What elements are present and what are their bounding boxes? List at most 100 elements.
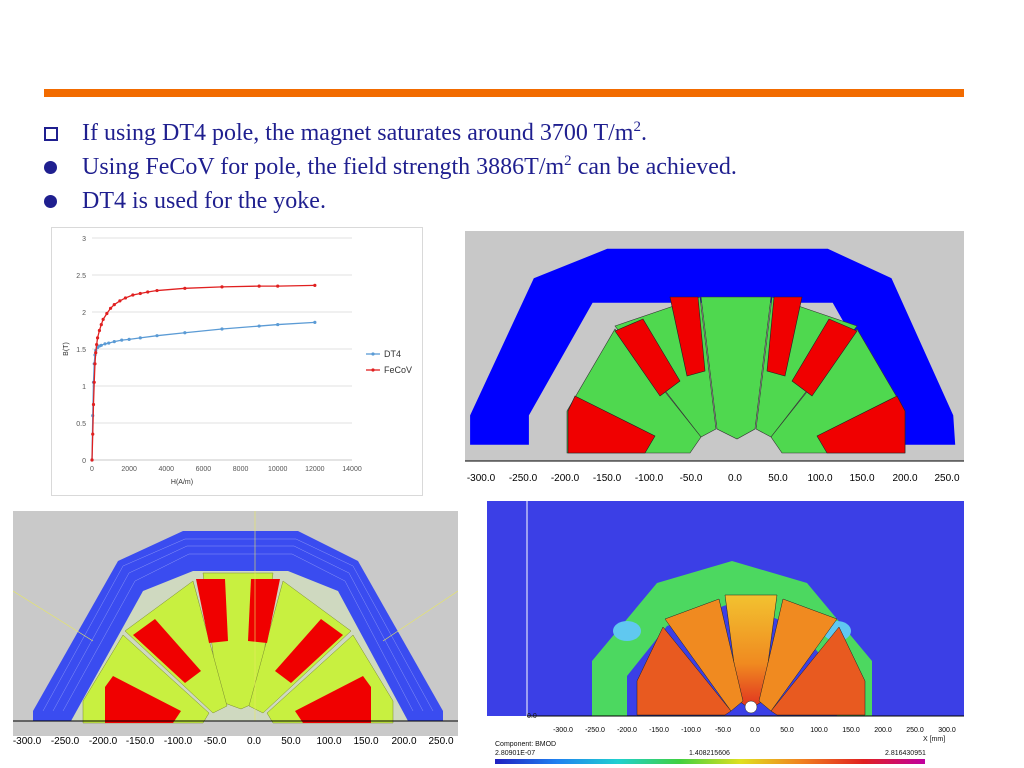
- flux-lines-plot: [12, 511, 459, 736]
- x-tick-label: -300.0: [12, 736, 42, 747]
- x-tick-label: 2000: [121, 466, 137, 473]
- data-point-dt4: [220, 327, 224, 331]
- x-tick-label: 50.0: [281, 736, 301, 747]
- x-tick-label: -200.0: [617, 727, 637, 734]
- data-point-dt4: [257, 324, 261, 328]
- x-tick-label: 8000: [233, 466, 249, 473]
- bullet-list: If using DT4 pole, the magnet saturates …: [44, 116, 984, 218]
- data-point-fecov: [91, 432, 95, 436]
- coil: [614, 318, 681, 397]
- bmod-field-plot: [487, 501, 964, 717]
- bullet-1-text: If using DT4 pole, the magnet saturates …: [82, 120, 634, 146]
- y-tick-label: 2: [82, 310, 86, 317]
- x-axis-label: H(A/m): [171, 479, 193, 486]
- data-point-fecov: [99, 322, 103, 327]
- coil: [791, 318, 858, 397]
- y-tick-label: 2.5: [76, 273, 86, 280]
- x-tick-label: -300.0: [466, 473, 496, 484]
- legend-label-dt4: DT4: [384, 349, 401, 359]
- bullet-2: Using FeCoV for pole, the field strength…: [44, 150, 984, 184]
- coil: [816, 395, 906, 454]
- bmod-field-panel: 0.0 -300.0 -250.0 -200.0 -150.0 -100.0 -…: [487, 501, 964, 768]
- data-point-fecov: [101, 317, 105, 321]
- y-axis-zero-label: 0.0: [527, 713, 537, 720]
- coil: [105, 676, 181, 723]
- x-axis-top-right: -300.0 -250.0 -200.0 -150.0 -100.0 -50.0…: [465, 473, 964, 487]
- x-tick-label: 0: [90, 466, 94, 473]
- data-point-fecov: [257, 284, 261, 288]
- square-bullet-icon: [44, 127, 58, 141]
- x-tick-label: -50.0: [203, 736, 227, 747]
- x-tick-label: -300.0: [553, 727, 573, 734]
- data-point-fecov: [123, 296, 128, 300]
- coil: [196, 579, 228, 643]
- x-tick-label: -150.0: [592, 473, 622, 484]
- data-point-dt4: [183, 331, 187, 335]
- x-tick-label: -250.0: [508, 473, 538, 484]
- scale-mid-label: 1.408215606: [689, 750, 730, 757]
- coil: [669, 296, 706, 377]
- x-tick-label: 6000: [196, 466, 212, 473]
- x-tick-label: -150.0: [125, 736, 155, 747]
- data-point-fecov: [112, 303, 116, 307]
- accent-bar: [44, 89, 964, 97]
- data-point-dt4: [120, 338, 124, 342]
- data-point-fecov: [90, 458, 94, 462]
- legend-marker-dt4: [371, 352, 375, 356]
- x-tick-label: 200.0: [892, 473, 918, 484]
- data-point-fecov: [94, 351, 98, 355]
- bh-chart: 0 0.5 1 1.5 2 2.5 3 0 2000 4000 6000 8000 10000 12000…: [63, 236, 412, 486]
- data-point-fecov: [118, 299, 122, 303]
- coil: [133, 619, 201, 683]
- legend-label-fecov: FeCoV: [384, 365, 412, 375]
- x-tick-label: 100.0: [810, 727, 828, 734]
- scale-min-label: 2.80901E-07: [495, 750, 536, 757]
- x-tick-label: -200.0: [550, 473, 580, 484]
- data-point-dt4: [107, 341, 111, 345]
- x-axis-bottom-right: -300.0 -250.0 -200.0 -150.0 -100.0 -50.0…: [487, 727, 964, 739]
- coil: [295, 676, 371, 723]
- component-label: Component: BMOD: [495, 741, 557, 748]
- x-tick-label: -250.0: [585, 727, 605, 734]
- x-tick-label: 4000: [158, 466, 174, 473]
- x-tick-label: 150.0: [849, 473, 875, 484]
- data-point-fecov: [95, 342, 99, 347]
- series-line-fecov: [91, 284, 315, 461]
- x-tick-label: 12000: [305, 466, 325, 473]
- data-point-fecov: [183, 286, 187, 290]
- x-tick-label: 250.0: [906, 727, 924, 734]
- x-tick-label: 50.0: [768, 473, 788, 484]
- data-point-dt4: [155, 334, 159, 338]
- x-tick-label: 14000: [342, 466, 362, 473]
- data-point-dt4: [276, 322, 280, 327]
- data-point-fecov: [131, 293, 135, 297]
- data-point-dt4: [103, 342, 107, 346]
- x-tick-label: 150.0: [353, 736, 379, 747]
- data-point-fecov: [97, 328, 102, 333]
- data-point-fecov: [220, 285, 224, 289]
- bullet-1: If using DT4 pole, the magnet saturates …: [44, 116, 984, 150]
- flux-lines-panel: -300.0 -250.0 -200.0 -150.0 -100.0 -50.0…: [12, 511, 459, 768]
- x-tick-label: 200.0: [874, 727, 892, 734]
- bullet-2-sup: 2: [564, 153, 572, 169]
- x-axis-bottom-left: -300.0 -250.0 -200.0 -150.0 -100.0 -50.0…: [13, 736, 458, 750]
- dot-bullet-icon: [44, 161, 57, 174]
- y-tick-label: 0: [82, 458, 86, 465]
- pole-field-left: [664, 598, 744, 712]
- x-tick-label: 250.0: [428, 736, 454, 747]
- data-point-dt4: [313, 320, 317, 324]
- yoke-shape: [470, 248, 956, 445]
- x-tick-label: 10000: [268, 466, 288, 473]
- color-scale-bar: [495, 759, 925, 764]
- y-tick-label: 0.5: [76, 421, 86, 428]
- bullet-1-tail: .: [640, 120, 647, 146]
- data-point-fecov: [95, 336, 100, 340]
- data-point-fecov: [146, 290, 150, 294]
- scale-max-label: 2.816430951: [885, 750, 926, 757]
- magnet-geometry-plot: [465, 231, 964, 462]
- x-tick-label: 50.0: [780, 727, 794, 734]
- x-tick-label: 100.0: [316, 736, 342, 747]
- bullet-3-text: DT4 is used for the yoke.: [82, 188, 326, 214]
- magnet-geometry-panel: -300.0 -250.0 -200.0 -150.0 -100.0 -50.0…: [465, 231, 964, 489]
- x-tick-label: -150.0: [649, 727, 669, 734]
